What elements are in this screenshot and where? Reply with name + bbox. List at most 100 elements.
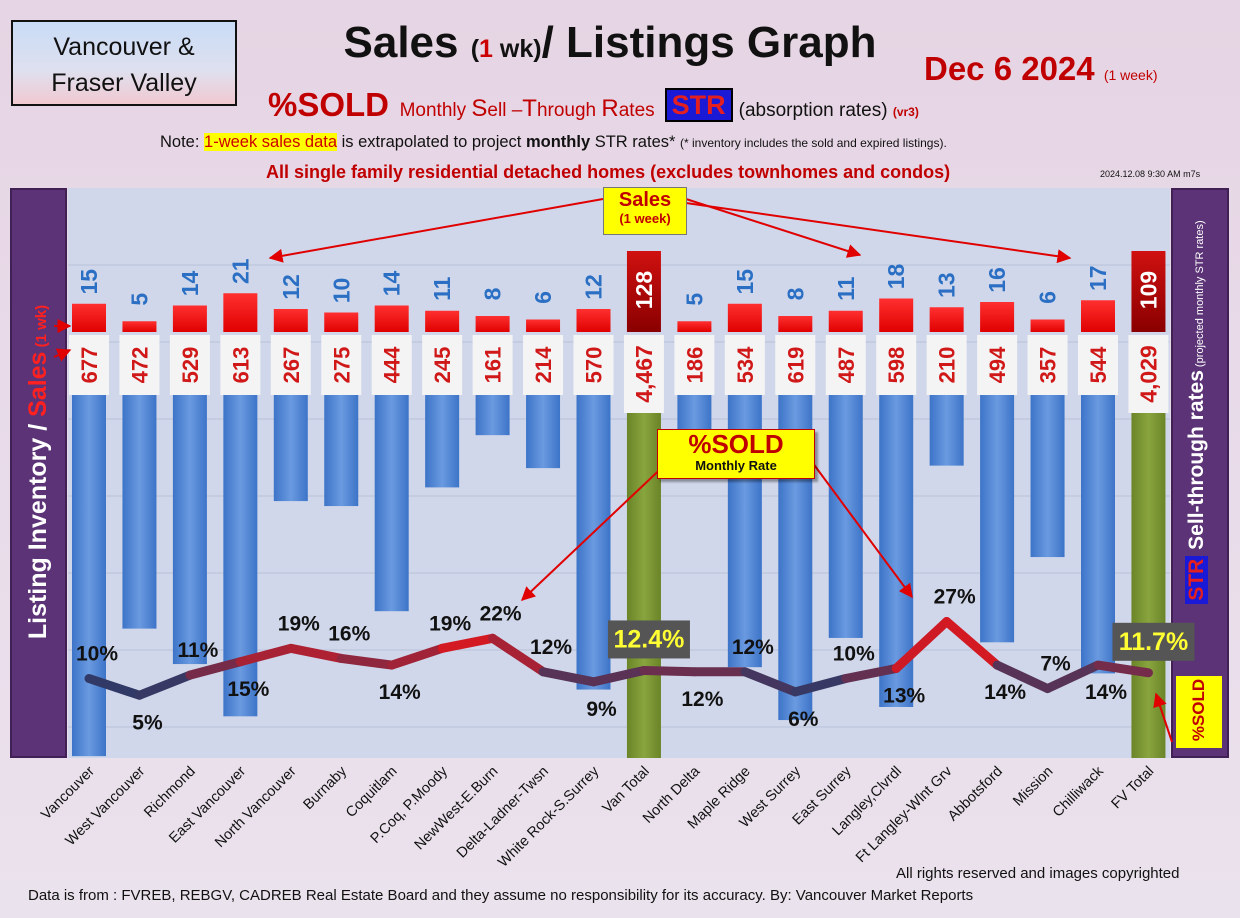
title-wk: wk) (492, 35, 542, 63)
sold-rate-segment (286, 643, 346, 663)
sold-rate-label: 19% (278, 612, 320, 635)
inventory-label-bg (1078, 335, 1118, 395)
sold-rate-segment (437, 633, 498, 653)
inventory-bar (879, 335, 914, 707)
x-tick-label: White Rock-S.Surrey (495, 763, 603, 871)
sold-rate-segment (790, 674, 851, 697)
subtitle-hrough: hrough (536, 100, 602, 121)
title-listings: / Listings Graph (541, 18, 877, 67)
inventory-label-bg (270, 335, 311, 395)
sales-callout-sub: (1 week) (619, 211, 671, 226)
sold-rate-segment (942, 617, 1002, 670)
sold-rate-label: 12% (681, 688, 723, 711)
subtitle-s: S (471, 95, 488, 122)
sales-bar (1131, 251, 1166, 332)
inventory-label: 444 (380, 346, 405, 383)
note-after: STR rates* (590, 133, 680, 151)
sales-callout-title: Sales (618, 189, 672, 211)
inventory-label: 570 (582, 347, 607, 384)
copyright-note: All rights reserved and images copyright… (896, 865, 1180, 882)
sold-rate-label: 12.4% (614, 625, 685, 653)
sold-rate-labels: 10% 5% 11% 15% 19% 16% 14% 19% 22% 12% 9% 12.4% 12% 1… (76, 586, 1195, 734)
sales-bar (727, 303, 762, 332)
sold-rate-segment (740, 667, 800, 697)
inventory-bar (223, 335, 258, 717)
inventory-label: 186 (682, 347, 707, 384)
inventory-label-bg (523, 335, 564, 395)
note-mid: is extrapolated to project (337, 133, 526, 151)
report-date: Dec 6 2024 (1 week) (924, 50, 1158, 88)
sales-label: 6 (530, 291, 556, 304)
sales-bar (1030, 319, 1065, 332)
sold-callout: %SOLD Monthly Rate (657, 429, 815, 479)
sales-bar (72, 303, 106, 332)
note-small: (* inventory includes the sold and expir… (680, 136, 947, 150)
inventory-label: 677 (77, 347, 102, 384)
sales-bar (374, 305, 409, 332)
inventory-label: 357 (1036, 347, 1061, 384)
sold-rate-label: 7% (1040, 653, 1071, 676)
sales-label: 6 (1035, 291, 1061, 304)
callout-arrows (53, 198, 1173, 743)
inventory-bar (778, 335, 813, 721)
subtitle-monthly: Monthly (399, 100, 472, 121)
callout-arrow (1153, 692, 1173, 743)
subtitle-sold: %SOLD (268, 86, 390, 123)
inventory-label-bg (977, 335, 1018, 395)
sold-rate-label: 6% (788, 708, 819, 731)
sales-bar (1081, 300, 1115, 332)
inventory-label-bg (169, 335, 210, 395)
sold-rate-segment (639, 665, 699, 677)
inventory-label-bg (371, 335, 412, 395)
inventory-label: 472 (127, 347, 152, 384)
inventory-label-bg (573, 335, 614, 395)
sales-bar (122, 321, 157, 332)
sales-bar (324, 312, 359, 332)
sales-label: 17 (1085, 265, 1111, 291)
sold-rate-segment (589, 665, 649, 687)
note-bold: monthly (525, 133, 591, 151)
inventory-label-bg (422, 335, 463, 395)
sold-rate-segment (235, 643, 296, 667)
sales-bar (828, 310, 863, 332)
sales-label: 12 (581, 274, 607, 300)
sold-rate-label: 9% (586, 698, 617, 721)
region-box: Vancouver & Fraser Valley (11, 20, 237, 106)
sales-label: 8 (480, 287, 506, 300)
callout-arrow (685, 202, 1072, 264)
subtitle-r: R (601, 95, 619, 122)
sold-rate-segment (538, 667, 598, 687)
inventory-label-bg (472, 335, 513, 395)
inventory-label: 161 (481, 347, 506, 384)
sold-rate-label: 5% (132, 711, 163, 734)
source-note: Data is from : FVREB, REBGV, CADREB Real… (28, 887, 974, 904)
inventory-label-bg (69, 335, 109, 395)
inventory-label-bg (1128, 335, 1169, 413)
right-axis-panel (1171, 188, 1229, 758)
sold-rate-label: 14% (1085, 681, 1127, 704)
sold-callout-title: %SOLD (688, 429, 784, 459)
sales-label: 18 (883, 264, 909, 290)
sales-bars (72, 251, 1166, 332)
scope-line: All single family residential detached h… (266, 162, 951, 182)
inventory-label: 4,467 (631, 345, 657, 403)
inventory-label-bg (674, 335, 715, 395)
note: Note: 1-week sales data is extrapolated … (160, 133, 947, 152)
report-date-note: (1 week) (1103, 67, 1158, 83)
sales-label: 16 (984, 267, 1010, 293)
sales-label: 128 (631, 271, 657, 310)
sales-bar (626, 251, 661, 332)
inventory-label-bg (623, 335, 664, 413)
sold-rate-segment (336, 653, 397, 670)
timestamp: 2024.12.08 9:30 AM m7s (1100, 169, 1201, 179)
region-line-2: Fraser Valley (51, 69, 197, 97)
sales-bar (172, 305, 207, 332)
sold-rate-label: 27% (934, 586, 976, 609)
sales-bar (475, 316, 510, 332)
title-paren: ( (470, 35, 480, 63)
sales-label: 8 (782, 287, 808, 300)
inventory-label-bg (1027, 335, 1068, 395)
subtitle-absorption: (absorption rates) (738, 100, 888, 121)
sales-bar (576, 309, 611, 332)
callout-arrow (53, 348, 72, 362)
